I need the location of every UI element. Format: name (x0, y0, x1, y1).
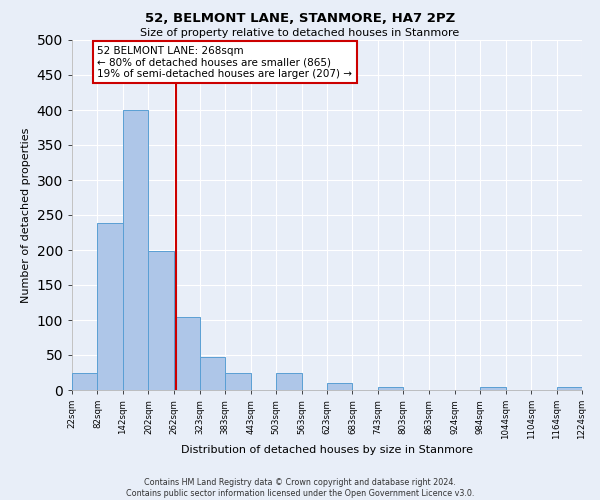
Bar (480, 386, 506, 390)
X-axis label: Distribution of detached houses by size in Stanmore: Distribution of detached houses by size … (181, 445, 473, 455)
Bar (148, 252, 174, 390)
Text: Contains HM Land Registry data © Crown copyright and database right 2024.
Contai: Contains HM Land Registry data © Crown c… (126, 478, 474, 498)
Bar (378, 386, 403, 390)
Bar (72, 372, 97, 390)
Y-axis label: Number of detached properties: Number of detached properties (21, 128, 31, 302)
Bar (225, 372, 251, 390)
Bar (123, 110, 148, 390)
Text: 52 BELMONT LANE: 268sqm
← 80% of detached houses are smaller (865)
19% of semi-d: 52 BELMONT LANE: 268sqm ← 80% of detache… (97, 46, 352, 79)
Text: 52, BELMONT LANE, STANMORE, HA7 2PZ: 52, BELMONT LANE, STANMORE, HA7 2PZ (145, 12, 455, 26)
Bar (327, 383, 352, 390)
Bar (97, 224, 123, 390)
Bar (174, 316, 200, 390)
Bar (200, 357, 225, 390)
Text: Size of property relative to detached houses in Stanmore: Size of property relative to detached ho… (140, 28, 460, 38)
Bar (557, 386, 582, 390)
Bar (276, 372, 302, 390)
